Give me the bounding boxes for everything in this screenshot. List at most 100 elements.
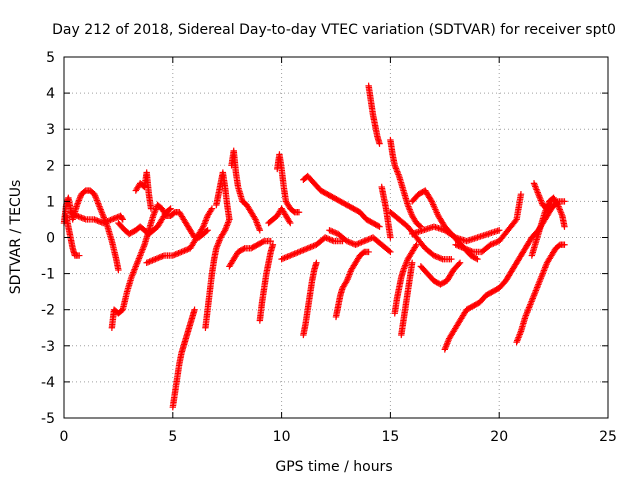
data-points bbox=[60, 82, 568, 411]
data-point bbox=[95, 218, 103, 225]
data-point bbox=[459, 244, 467, 251]
data-point bbox=[292, 249, 300, 257]
series-s17 bbox=[300, 259, 320, 339]
data-point bbox=[178, 248, 185, 256]
data-point bbox=[353, 240, 361, 248]
y-tick-label: 3 bbox=[46, 122, 55, 138]
data-point bbox=[413, 241, 420, 248]
data-point bbox=[488, 240, 496, 248]
data-point bbox=[376, 223, 383, 230]
data-point bbox=[179, 248, 187, 255]
data-point bbox=[363, 236, 371, 244]
data-point bbox=[326, 236, 333, 243]
data-point bbox=[108, 216, 116, 223]
series-s28 bbox=[417, 259, 464, 288]
series-s20 bbox=[326, 227, 394, 256]
data-point bbox=[385, 247, 393, 255]
data-point bbox=[73, 212, 81, 220]
data-point bbox=[78, 214, 85, 221]
data-point bbox=[493, 239, 500, 246]
y-tick-label: 1 bbox=[46, 194, 55, 210]
data-point bbox=[105, 217, 113, 224]
series-s25 bbox=[398, 259, 416, 339]
y-tick-label: -4 bbox=[41, 375, 55, 391]
data-point bbox=[326, 227, 333, 234]
data-point bbox=[490, 240, 497, 247]
data-point bbox=[101, 219, 108, 226]
data-point bbox=[561, 241, 568, 248]
data-point bbox=[355, 240, 362, 247]
series-s2 bbox=[62, 212, 83, 259]
data-point bbox=[455, 260, 463, 268]
data-point bbox=[99, 219, 107, 227]
data-point bbox=[282, 254, 290, 261]
data-point bbox=[173, 250, 181, 257]
y-tick-label: -5 bbox=[41, 411, 55, 427]
data-point bbox=[464, 246, 471, 253]
data-point bbox=[408, 259, 416, 266]
data-point bbox=[358, 239, 365, 246]
data-point bbox=[327, 227, 335, 235]
data-point bbox=[291, 250, 298, 257]
axis-ticks: 0 5 10 15 20 25 -5 -4 -3 -2 -1 0 1 2 3 4 5 bbox=[41, 50, 617, 445]
series-s8 bbox=[169, 306, 198, 411]
data-point bbox=[92, 216, 100, 224]
data-point bbox=[323, 234, 330, 242]
x-tick-label: 20 bbox=[490, 429, 508, 445]
data-point bbox=[387, 234, 394, 241]
series-s24 bbox=[391, 241, 420, 317]
data-point bbox=[324, 235, 332, 242]
data-point bbox=[561, 223, 568, 230]
data-point bbox=[343, 237, 351, 245]
data-point bbox=[150, 256, 158, 263]
data-point bbox=[191, 306, 198, 313]
series-s31 bbox=[408, 223, 503, 245]
y-tick-label: 4 bbox=[46, 86, 55, 102]
y-tick-label: 2 bbox=[46, 158, 55, 174]
data-point bbox=[76, 252, 83, 259]
data-point bbox=[175, 249, 182, 257]
y-tick-label: 0 bbox=[46, 231, 55, 247]
data-point bbox=[286, 218, 293, 225]
x-tick-label: 0 bbox=[60, 429, 69, 445]
series-s10 bbox=[213, 169, 233, 223]
data-point bbox=[172, 251, 179, 258]
data-point bbox=[466, 247, 474, 254]
data-point bbox=[332, 229, 339, 236]
data-point bbox=[303, 245, 310, 253]
data-point bbox=[279, 255, 287, 262]
data-point bbox=[91, 216, 98, 223]
data-point bbox=[456, 243, 464, 250]
data-point bbox=[256, 227, 264, 234]
data-point bbox=[462, 245, 470, 253]
data-point bbox=[284, 253, 291, 260]
data-point bbox=[285, 252, 293, 260]
data-point bbox=[104, 218, 111, 225]
data-point bbox=[79, 215, 87, 222]
data-point bbox=[301, 246, 309, 253]
x-tick-label: 10 bbox=[273, 429, 291, 445]
data-point bbox=[487, 241, 494, 248]
data-point bbox=[287, 219, 294, 227]
data-point bbox=[176, 249, 184, 256]
data-point bbox=[468, 248, 475, 255]
data-point bbox=[465, 246, 472, 254]
chart-title: Day 212 of 2018, Sidereal Day-to-day VTE… bbox=[52, 22, 616, 38]
series-s21 bbox=[365, 82, 383, 147]
data-point bbox=[346, 239, 353, 246]
series-s7 bbox=[143, 205, 216, 266]
data-point bbox=[376, 140, 383, 147]
data-point bbox=[375, 222, 382, 230]
data-point bbox=[461, 245, 468, 252]
data-point bbox=[259, 238, 267, 246]
series-s18 bbox=[300, 172, 383, 230]
series-s22 bbox=[378, 183, 394, 241]
y-tick-label: 5 bbox=[46, 50, 55, 66]
series-s3 bbox=[67, 209, 126, 227]
data-point bbox=[349, 240, 356, 247]
data-point bbox=[184, 246, 191, 253]
data-point bbox=[297, 248, 304, 255]
data-point bbox=[342, 279, 350, 286]
data-point bbox=[240, 245, 247, 253]
